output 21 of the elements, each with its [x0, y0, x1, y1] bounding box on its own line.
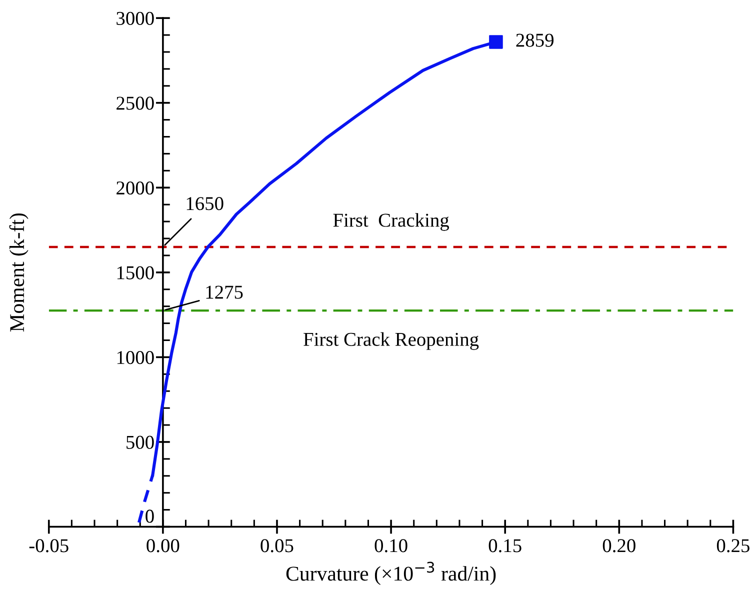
- y-tick-label: 0: [146, 510, 154, 523]
- x-tick-label: 0.20: [602, 539, 636, 552]
- y-tick-label: 500: [126, 436, 154, 449]
- y-tick-label: 1500: [117, 266, 154, 280]
- x-tick-label: 0.25: [716, 539, 750, 552]
- y-tick-label: 3000: [116, 12, 154, 25]
- x-tick-label: 0.05: [260, 539, 294, 552]
- x-tick-label: 0.15: [488, 539, 522, 552]
- annotation: 1275: [206, 286, 243, 299]
- data-label: 2859: [516, 34, 554, 47]
- y-tick-label: 1000: [117, 351, 154, 364]
- x-tick-label: -0.05: [29, 539, 68, 552]
- x-tick-label: 0.10: [374, 539, 408, 552]
- ref-line-label: First Cracking: [333, 213, 449, 231]
- y-tick-label: 2500: [116, 96, 154, 110]
- y-axis-title: Moment (k-ft): [9, 213, 28, 332]
- x-tick-label: 0.00: [146, 539, 180, 552]
- y-tick-label: 2000: [116, 181, 154, 195]
- annotation: 1650: [186, 197, 224, 210]
- x-axis-title: Curvature (×10$^{−3}$ rad/in): [286, 562, 496, 585]
- ref-line-label: First Crack Reopening: [304, 332, 479, 350]
